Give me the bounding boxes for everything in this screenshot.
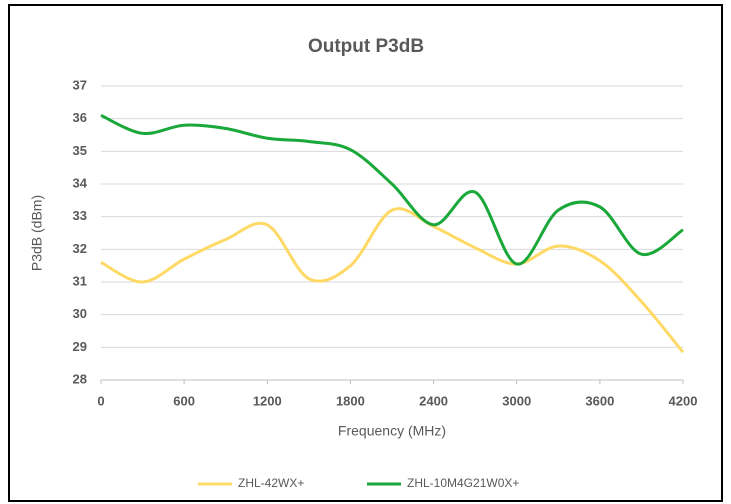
- y-tick-label: 29: [73, 339, 87, 354]
- legend-label: ZHL-10M4G21W0X+: [407, 476, 519, 490]
- y-axis-label: P3dB (dBm): [29, 195, 45, 271]
- series-line: [100, 114, 684, 266]
- x-axis-label: Frequency (MHz): [338, 423, 446, 439]
- x-tick-label: 3600: [585, 393, 614, 408]
- y-tick-label: 31: [73, 273, 87, 288]
- x-tick-label: 3000: [502, 393, 531, 408]
- x-tick-label: 2400: [419, 393, 448, 408]
- chart-title: Output P3dB: [308, 36, 424, 57]
- y-tick-label: 28: [73, 371, 87, 386]
- series-line: [100, 207, 685, 354]
- x-tick-label: 0: [97, 393, 104, 408]
- x-tick-label: 600: [173, 393, 195, 408]
- legend-label: ZHL-42WX+: [238, 476, 304, 490]
- x-tick-label: 4200: [669, 393, 698, 408]
- x-tick-label: 1200: [253, 393, 282, 408]
- y-tick-label: 34: [73, 175, 88, 190]
- y-tick-label: 30: [73, 306, 87, 321]
- y-tick-label: 35: [73, 143, 87, 158]
- y-tick-label: 37: [73, 77, 87, 92]
- y-tick-label: 36: [73, 110, 87, 125]
- chart-frame: [8, 4, 723, 502]
- y-tick-label: 33: [73, 208, 87, 223]
- y-tick-label: 32: [73, 241, 87, 256]
- x-tick-label: 1800: [336, 393, 365, 408]
